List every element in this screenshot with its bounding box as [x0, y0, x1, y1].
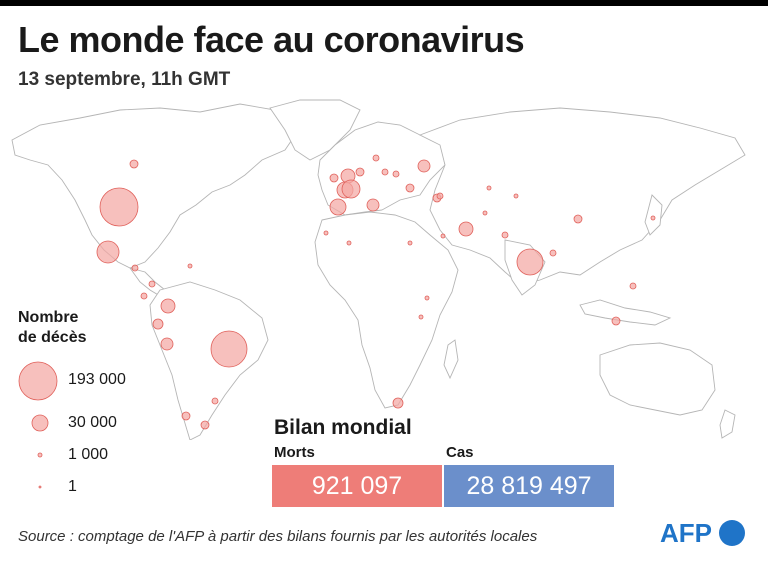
morts-value-box: 921 097 — [272, 465, 442, 507]
legend-title-line1: Nombre — [18, 309, 79, 326]
new-zealand — [719, 409, 736, 439]
death-bubble — [187, 263, 193, 269]
south-america — [149, 281, 269, 440]
death-bubble — [96, 240, 120, 264]
death-bubble — [417, 159, 431, 173]
asia — [418, 107, 746, 286]
death-bubble — [372, 154, 380, 162]
legend-circle-193000 — [18, 361, 58, 401]
bilan-title: Bilan mondial — [274, 416, 412, 439]
death-bubble — [436, 192, 444, 200]
morts-value: 921 097 — [311, 471, 403, 500]
death-bubble — [323, 230, 329, 236]
cas-label: Cas — [446, 444, 474, 461]
death-bubble — [200, 420, 210, 430]
death-bubble — [129, 159, 139, 169]
page-subtitle: 13 septembre, 11h GMT — [18, 69, 231, 90]
legend-circles — [18, 361, 58, 489]
death-bubble — [650, 215, 656, 221]
legend-circle-1000 — [37, 452, 43, 458]
death-bubble — [152, 318, 164, 330]
death-bubble — [329, 198, 347, 216]
afp-logo-dot — [719, 520, 745, 546]
death-bubble — [482, 210, 488, 216]
death-bubble — [405, 183, 415, 193]
top-rule — [0, 0, 768, 6]
world-map — [11, 99, 746, 440]
death-bubble — [629, 282, 637, 290]
north-america — [11, 103, 301, 269]
death-bubble — [516, 248, 544, 276]
death-bubble — [341, 179, 361, 199]
death-bubble — [160, 298, 176, 314]
death-bubble — [486, 185, 492, 191]
death-bubble — [366, 198, 380, 212]
death-bubble — [131, 264, 139, 272]
cas-value-box: 28 819 497 — [444, 465, 614, 507]
afp-logo: AFP — [660, 518, 745, 548]
legend-circle-1 — [38, 485, 42, 489]
death-bubble — [573, 214, 583, 224]
death-bubble — [611, 316, 621, 326]
death-bubble — [392, 397, 404, 409]
death-bubble — [355, 167, 365, 177]
source-note: Source : comptage de l'AFP à partir des … — [18, 528, 538, 545]
death-bubble — [211, 397, 219, 405]
death-bubbles — [96, 154, 656, 430]
land-masses — [11, 99, 746, 440]
japan — [644, 194, 663, 236]
death-bubble — [99, 187, 139, 227]
morts-label: Morts — [274, 444, 315, 461]
death-bubble — [440, 233, 446, 239]
death-bubble — [346, 240, 352, 246]
death-bubble — [418, 314, 424, 320]
legend-label-1: 1 — [68, 478, 77, 495]
australia — [599, 342, 716, 416]
legend-title: Nombre de décès — [18, 308, 128, 348]
death-bubble — [148, 280, 156, 288]
africa — [314, 211, 459, 409]
legend-circle-30000 — [31, 414, 49, 432]
death-bubble — [160, 337, 174, 351]
afp-logo-text: AFP — [660, 518, 712, 548]
death-bubble — [458, 221, 474, 237]
legend-label-1000: 1 000 — [68, 446, 109, 463]
madagascar — [443, 339, 459, 380]
legend-label-193000: 193 000 — [68, 371, 126, 388]
death-bubble — [181, 411, 191, 421]
death-bubble — [392, 170, 400, 178]
death-bubble — [513, 193, 519, 199]
page-title: Le monde face au coronavirus — [18, 19, 525, 60]
death-bubble — [501, 231, 509, 239]
death-bubble — [424, 295, 430, 301]
greenland — [269, 99, 361, 161]
death-bubble — [329, 173, 339, 183]
death-bubble — [549, 249, 557, 257]
death-bubble — [140, 292, 148, 300]
indonesia — [579, 299, 672, 326]
legend-label-30000: 30 000 — [68, 414, 117, 431]
death-bubble — [381, 168, 389, 176]
death-bubble — [210, 330, 248, 368]
cas-value: 28 819 497 — [466, 471, 592, 500]
legend-title-line2: de décès — [18, 329, 87, 346]
death-bubble — [407, 240, 413, 246]
